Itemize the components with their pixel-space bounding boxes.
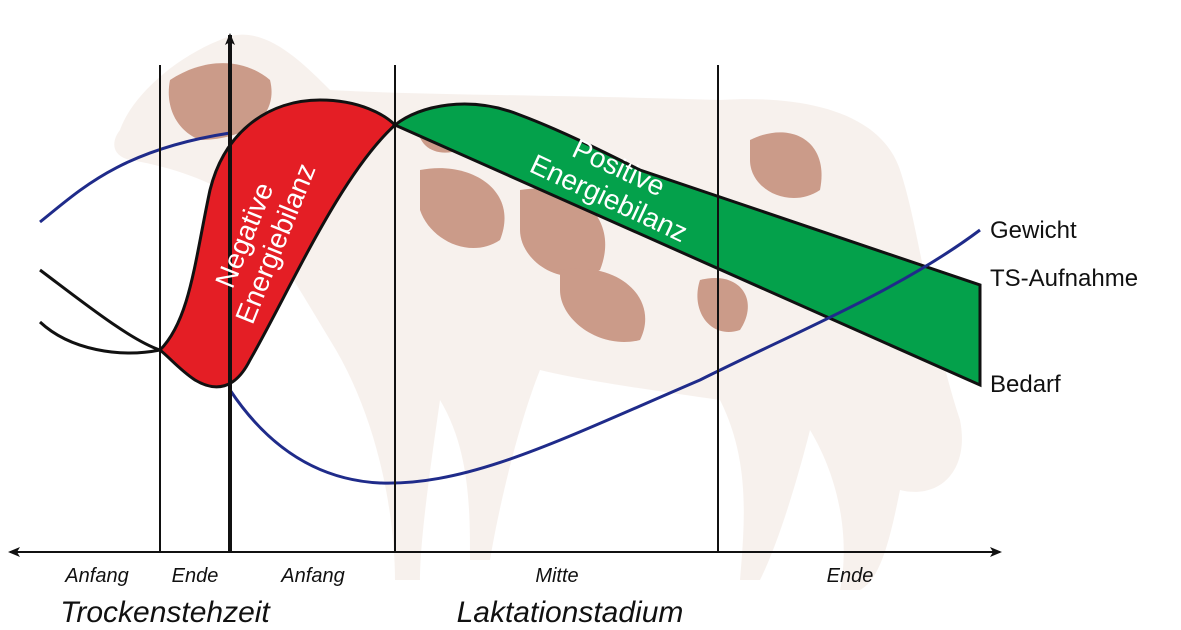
phase-label: Ende (172, 565, 219, 587)
period-label: Laktationstadium (457, 596, 684, 629)
curve-label: TS-Aufnahme (990, 265, 1138, 292)
phase-label: Anfang (280, 565, 344, 587)
curve-label: Bedarf (990, 371, 1061, 398)
phase-label: Ende (827, 565, 874, 587)
phase-label: Anfang (64, 565, 128, 587)
diagram: Negative Energiebilanz Positive Energieb… (0, 0, 1181, 630)
curve-label: Gewicht (990, 217, 1077, 244)
bedarf-curve-left (40, 270, 160, 350)
phase-label: Mitte (535, 565, 578, 587)
ts-curve-left (40, 322, 160, 353)
period-label: Trockenstehzeit (60, 596, 271, 629)
